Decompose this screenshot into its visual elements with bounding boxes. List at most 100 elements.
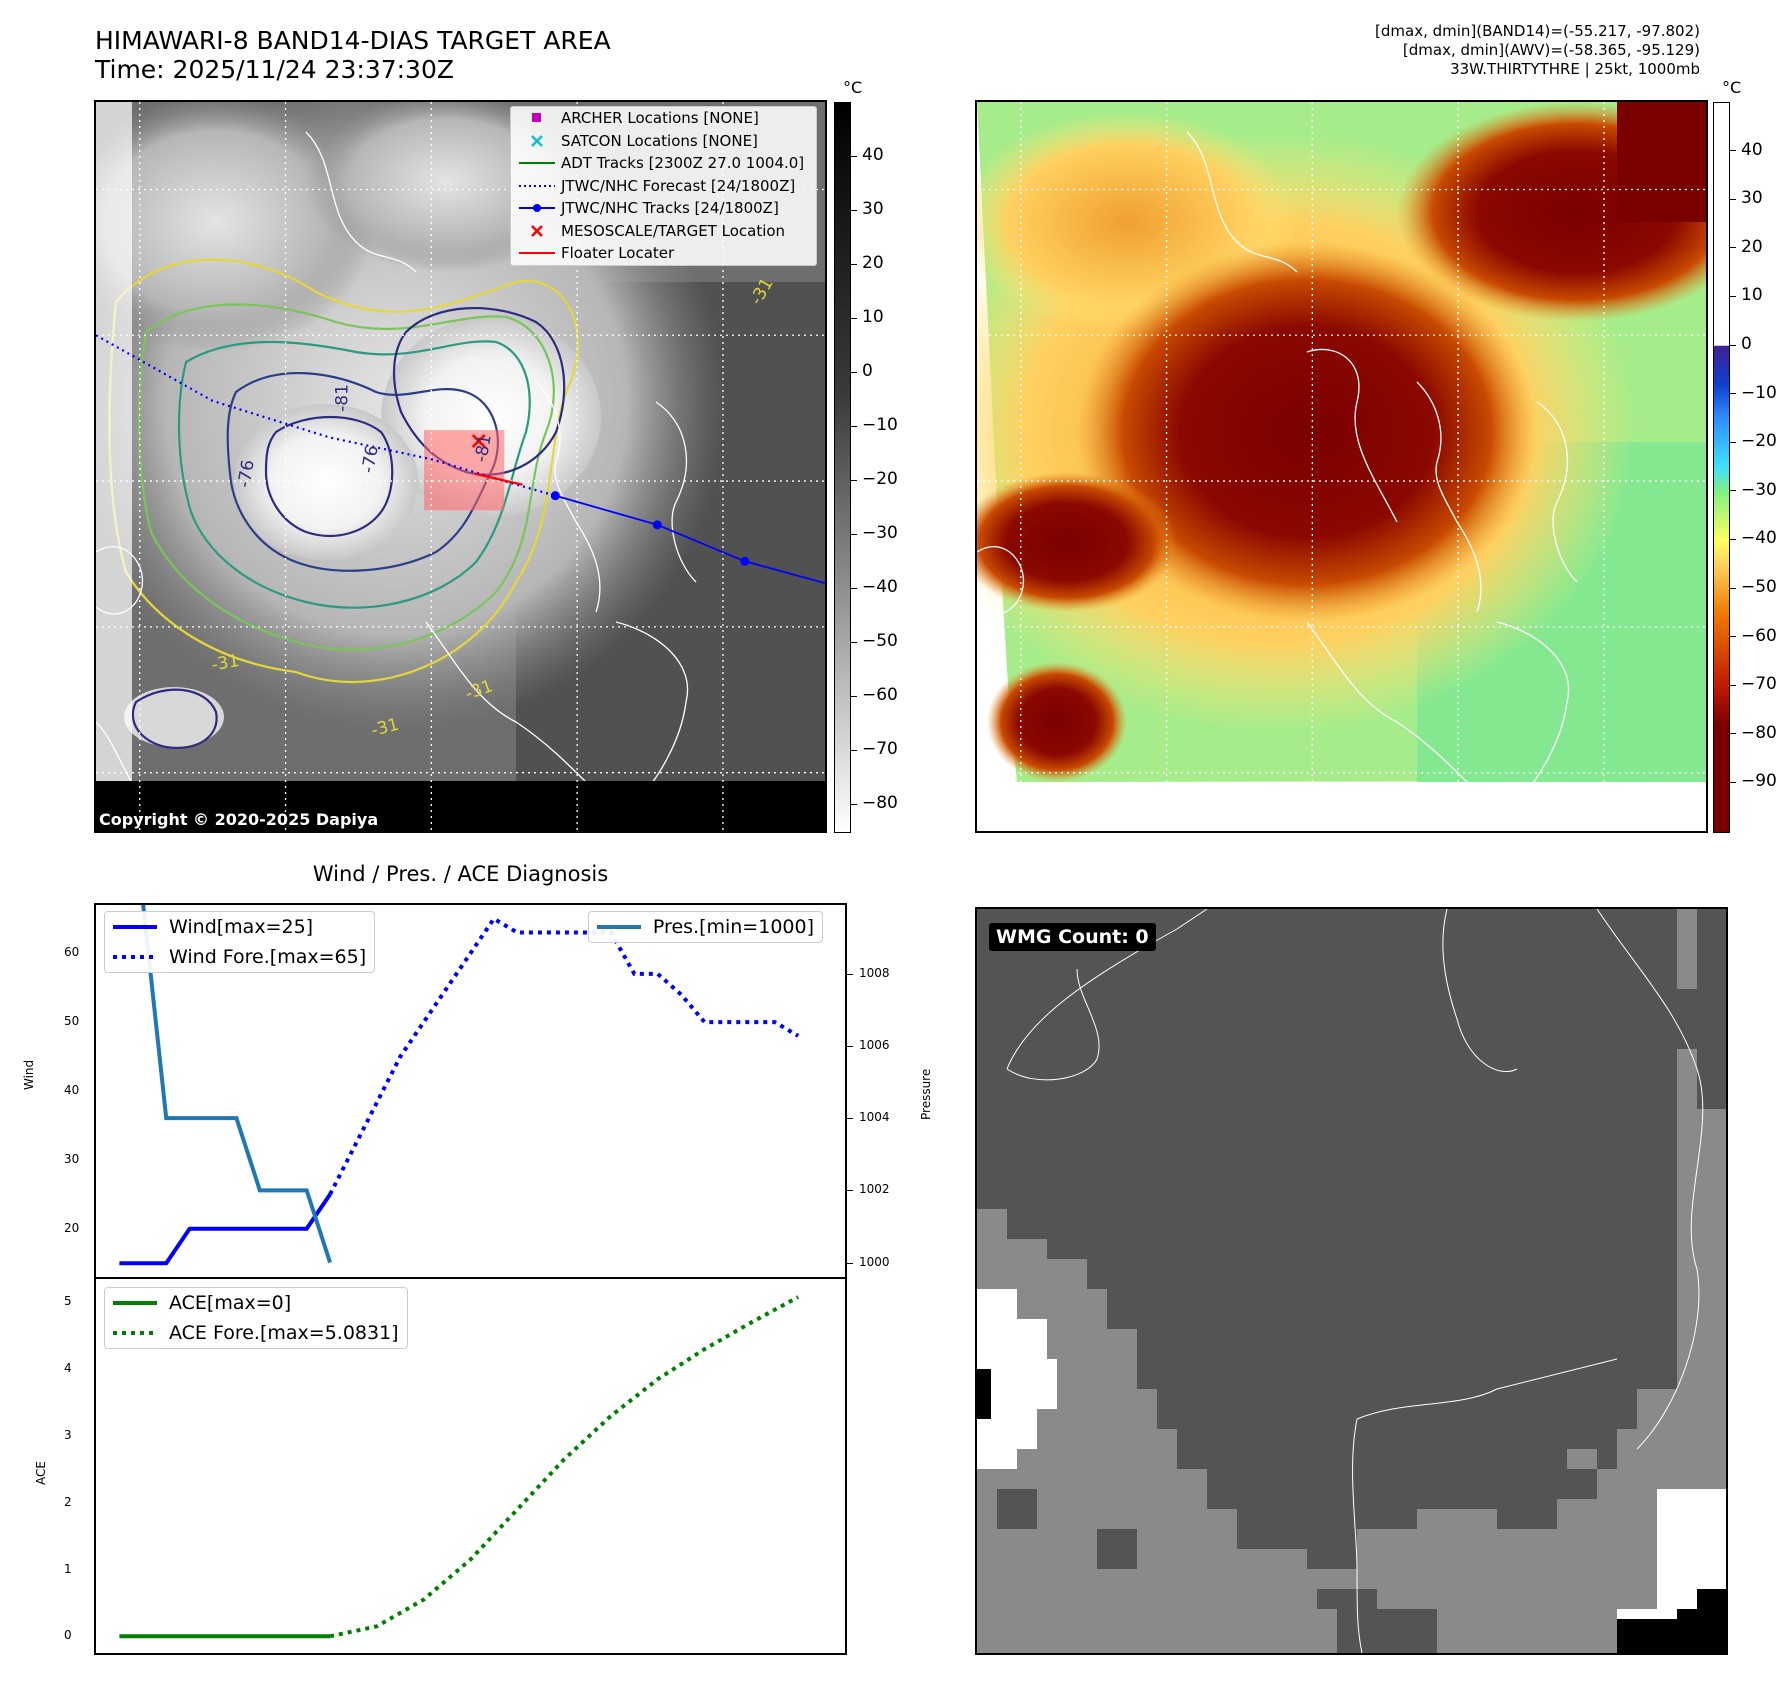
colorbar-tick-label-12: −80 — [862, 793, 898, 813]
colorbar-tick-mark-0 — [851, 155, 857, 157]
map-legend-swatch-5 — [531, 224, 543, 237]
map-legend-item-6: Floater Locater — [511, 242, 816, 265]
map-legend: ARCHER Locations [NONE] SATCON Locations … — [510, 106, 817, 266]
track-overlay — [96, 334, 825, 585]
awv-coastline-5 — [1186, 131, 1298, 273]
map-legend-label-6: Floater Locater — [561, 244, 675, 263]
map-legend-item-5: MESOSCALE/TARGET Location — [511, 220, 816, 243]
wmg-region-east-inner — [1657, 909, 1726, 1109]
legend-wind-forecast-label: Wind Fore.[max=65] — [169, 946, 367, 968]
awv-coastline-6 — [1306, 621, 1478, 793]
awv-no-data — [977, 782, 1706, 831]
colorbar-tick-mark-8 — [1730, 538, 1736, 540]
colorbar-tick-label-11: −70 — [862, 739, 898, 759]
awv-core-west — [977, 472, 1177, 612]
map-legend-swatch-6 — [519, 252, 555, 255]
y-tick-5: 5 — [64, 1294, 72, 1309]
awv-coastline-4 — [1536, 401, 1578, 583]
colorbar-tick-label-0: 40 — [1741, 139, 1763, 160]
contour-label-2: -76 — [234, 458, 259, 489]
legend-pressure: Pres.[min=1000] — [589, 912, 822, 942]
colorbar-tick-mark-10 — [1730, 636, 1736, 638]
colorbar-tick-mark-12 — [1730, 733, 1736, 735]
map-legend-label-4: JTWC/NHC Tracks [24/1800Z] — [561, 199, 779, 218]
wmg-grid — [977, 909, 1726, 1653]
map-legend-swatch-0 — [532, 113, 541, 123]
colorbar-tick-label-2: 20 — [862, 253, 884, 273]
legend-ace: ACE[max=0] — [105, 1288, 407, 1318]
contour-label-1: -76 — [358, 444, 383, 475]
map-legend-item-3: JTWC/NHC Forecast [24/1800Z] — [511, 175, 816, 198]
wmg-coastline-5 — [1356, 1358, 1618, 1420]
colorbar-tick-mark-12 — [851, 803, 857, 805]
figure-info: [dmax, dmin](BAND14)=(-55.217, -97.802) … — [1375, 22, 1700, 79]
map-legend-label-3: JTWC/NHC Forecast [24/1800Z] — [561, 176, 796, 195]
colorbar-tick-label-3: 10 — [1741, 285, 1763, 306]
pressure-axis-label: Pressure — [919, 1068, 933, 1120]
legend-wind-forecast-swatch — [113, 955, 157, 959]
colorbar-tick-mark-2 — [851, 263, 857, 265]
y-tick-4: 4 — [64, 1361, 72, 1376]
info-line-1: [dmax, dmin](BAND14)=(-55.217, -97.802) — [1375, 22, 1700, 40]
y2-tick-mark-4 — [847, 973, 853, 975]
map-legend-item-2: ADT Tracks [2300Z 27.0 1004.0] — [511, 152, 816, 175]
floater-box — [424, 430, 505, 511]
map-legend-label-5: MESOSCALE/TARGET Location — [561, 221, 786, 240]
wmg-black-south — [1617, 1589, 1726, 1653]
legend-wind-swatch — [113, 925, 157, 929]
map-legend-label-0: ARCHER Locations [NONE] — [561, 109, 759, 128]
swath-edge-mask — [96, 102, 132, 782]
colorbar-tick-mark-10 — [851, 695, 857, 697]
ace-axis-label: ACE — [34, 1461, 48, 1485]
awv-map-grid — [977, 102, 1706, 831]
map-legend-label-2: ADT Tracks [2300Z 27.0 1004.0] — [561, 154, 805, 173]
y-tick-1: 1 — [64, 1561, 72, 1576]
wind-pressure-chart: Wind[max=25] Wind Fore.[max=65] Pres.[mi… — [94, 903, 847, 1279]
coastline-5 — [305, 131, 417, 273]
series-1-line — [329, 1295, 800, 1639]
info-line-3: 33W.THIRTYTHRE | 25kt, 1000mb — [1450, 60, 1700, 78]
colorbar-tick-label-2: 20 — [1741, 236, 1763, 257]
wmg-panel: WMG Count: 0 — [975, 907, 1728, 1655]
colorbar-tick-label-11: −70 — [1741, 674, 1777, 695]
map-legend-swatch-1 — [531, 134, 543, 147]
wmg-coastline-4 — [1596, 909, 1704, 1450]
map-legend-item-4: JTWC/NHC Tracks [24/1800Z] — [511, 197, 816, 220]
colorbar-tick-mark-4 — [1730, 344, 1736, 346]
y-tick-0: 20 — [64, 1220, 80, 1235]
colorbar-tick-mark-3 — [1730, 295, 1736, 297]
colorbar-tick-mark-4 — [851, 371, 857, 373]
colorbar-tick-label-9: −50 — [1741, 577, 1777, 597]
legend-ace-forecast-swatch — [113, 1331, 157, 1335]
target-marker — [471, 434, 486, 448]
legend-ace-forecast: ACE Fore.[max=5.0831] — [105, 1318, 407, 1348]
colorbar-tick-mark-6 — [1730, 441, 1736, 443]
wmg-coastline-6 — [1352, 1418, 1363, 1653]
map-legend-swatch-3 — [519, 184, 555, 187]
pressure-legend: Pres.[min=1000] — [587, 911, 823, 943]
y2-tick-mark-3 — [847, 1045, 853, 1047]
series-2-line — [141, 905, 332, 1264]
map-legend-swatch-4 — [519, 204, 555, 213]
y2-tick-0: 1000 — [859, 1254, 890, 1269]
wind-axis-label: Wind — [22, 1059, 36, 1090]
awv-coastline-1 — [1306, 348, 1398, 523]
cold-cloud-top-south — [124, 687, 224, 747]
colorbar2 — [1713, 102, 1730, 833]
copyright-text: Copyright © 2020-2025 Dapiya — [99, 810, 379, 829]
colorbar-tick-label-10: −60 — [862, 685, 898, 705]
series-0-line — [119, 1193, 332, 1266]
band14-map-panel: -81 -76 -76 -81 -31 -31 -31 -31 Copyright © 202… — [94, 100, 827, 833]
awv-map — [977, 102, 1706, 831]
colorbar-tick-label-6: −20 — [862, 469, 898, 489]
colorbar-tick-label-10: −60 — [1741, 625, 1777, 646]
y2-tick-1: 1002 — [859, 1182, 890, 1197]
y-tick-0: 0 — [64, 1628, 72, 1643]
best-track-point-0 — [550, 491, 560, 501]
y-tick-3: 3 — [64, 1427, 72, 1442]
colorbar-tick-label-8: −40 — [862, 577, 898, 597]
contour-label-3: -81 — [471, 433, 496, 464]
wmg-holes — [997, 1489, 1137, 1569]
best-track — [555, 494, 825, 585]
colorbar-tick-label-9: −50 — [862, 631, 898, 651]
